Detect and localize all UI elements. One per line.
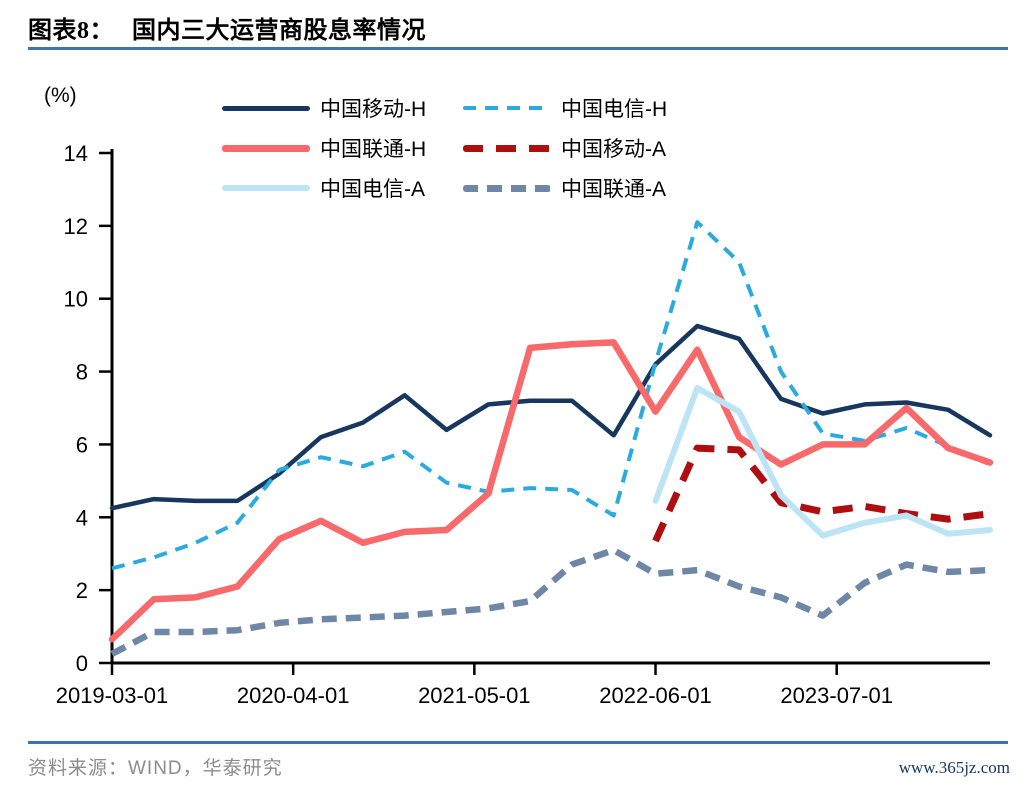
series-line-中国联通-H (108, 339, 994, 643)
x-tick-label: 2022-06-01 (599, 683, 712, 708)
footer-divider-rule (28, 741, 1008, 744)
y-tick-label: 6 (76, 432, 88, 457)
figure-title-text: 国内三大运营商股息率情况 (132, 18, 426, 44)
dividend-yield-line-chart: 0 2 4 6 8 10 12 14 2019-03-01 2020-04-01 2021-05-0… (56, 141, 994, 708)
series-line-中国移动-A (652, 444, 991, 543)
x-tick-label: 2019-03-01 (56, 683, 169, 708)
y-tick-label: 4 (76, 505, 88, 530)
series-line-中国电信-A (652, 385, 993, 539)
title-divider-rule (28, 47, 1008, 50)
x-tick-label: 2020-04-01 (237, 683, 350, 708)
y-axis-unit-label: (%) (44, 84, 77, 107)
x-tick-label: 2023-07-01 (780, 683, 893, 708)
y-tick-label: 10 (64, 287, 88, 312)
figure-title: 图表8： 国内三大运营商股息率情况 (28, 10, 426, 45)
series-line-中国联通-A (110, 546, 991, 657)
x-tick-label: 2021-05-01 (418, 683, 531, 708)
y-tick-label: 8 (76, 360, 88, 385)
y-tick-label: 12 (64, 214, 88, 239)
y-tick-label: 14 (64, 141, 88, 166)
site-watermark: www.365jz.com (898, 758, 1010, 777)
data-source-note: 资料来源：WIND，华泰研究 (28, 758, 283, 779)
y-tick-label: 2 (76, 578, 88, 603)
y-tick-label: 0 (76, 651, 88, 676)
figure-number-label: 图表8： (28, 18, 114, 44)
series-line-中国移动-H (109, 323, 993, 511)
series-line-中国电信-H (111, 220, 991, 571)
